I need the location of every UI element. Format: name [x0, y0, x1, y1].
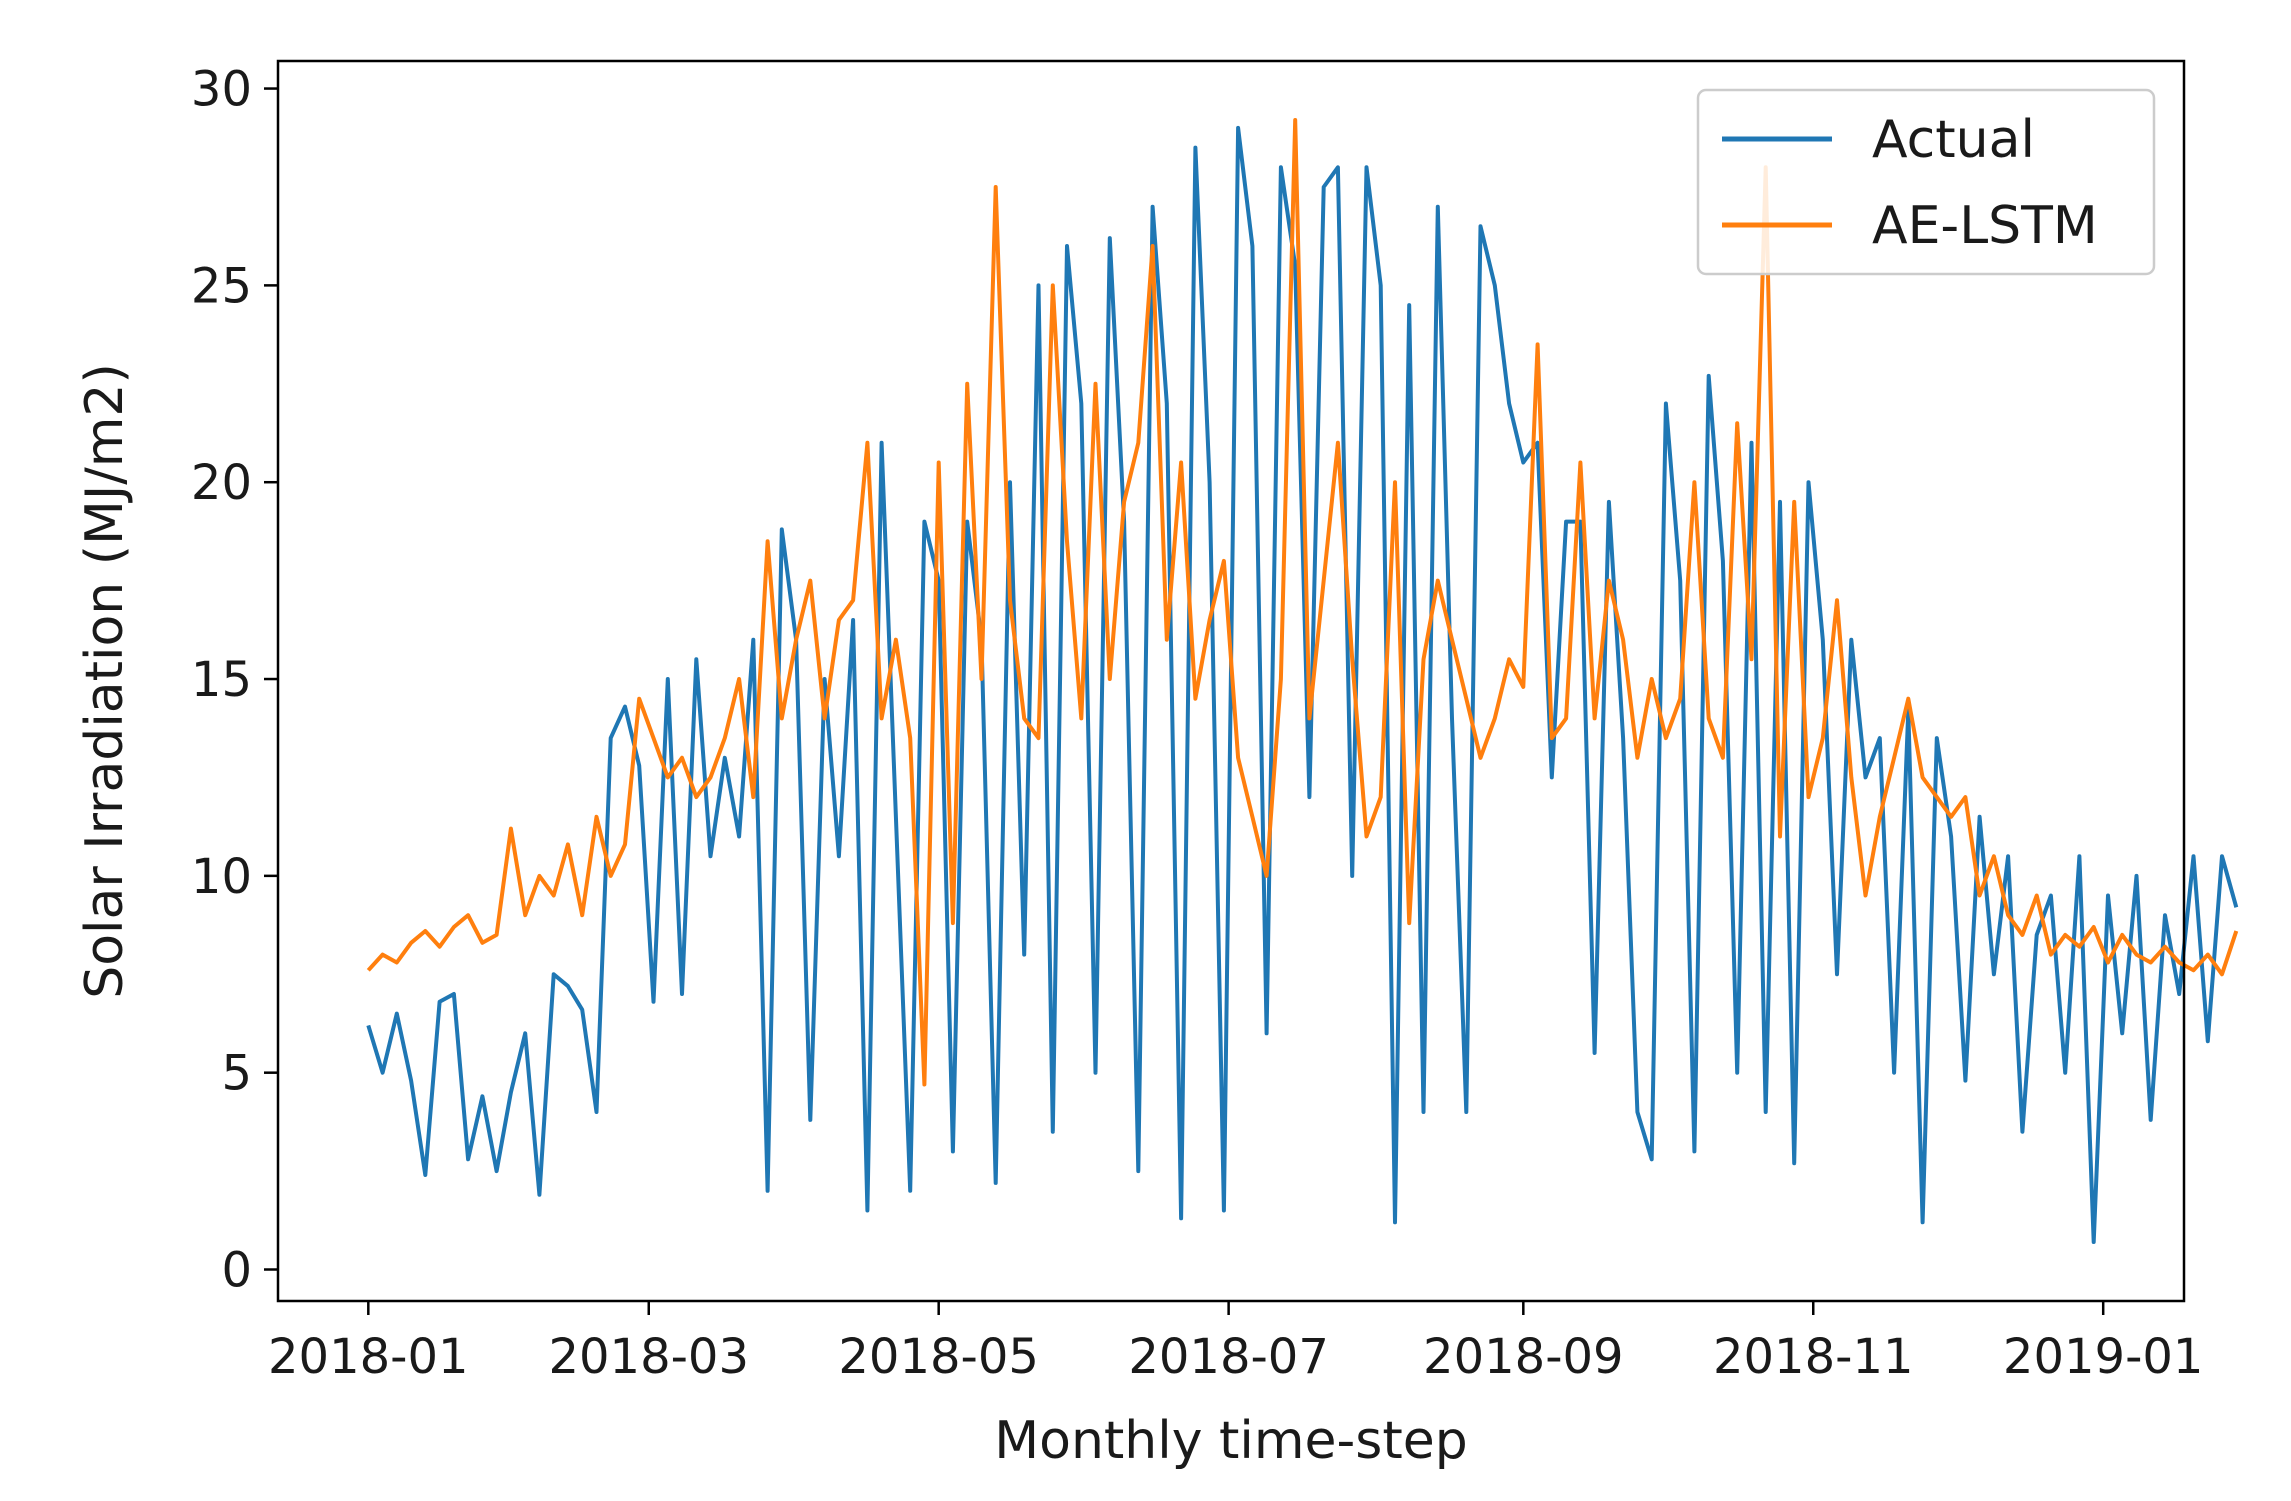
x-axis: 2018-01 2018-03 2018-05 2018-07 2018-09 2018-… [268, 1301, 2203, 1385]
x-tick-label: 2018-05 [838, 1329, 1039, 1385]
y-tick-label: 0 [221, 1243, 252, 1299]
y-tick-label: 5 [221, 1046, 252, 1102]
y-axis-label: Solar Irradiation (MJ/m2) [75, 363, 135, 999]
series-line-actual [366, 125, 2239, 1244]
x-tick-label: 2018-07 [1128, 1329, 1329, 1385]
legend: Actual AE-LSTM [1696, 88, 2156, 276]
y-tick-label: 20 [191, 455, 252, 511]
x-tick-label: 2019-01 [2003, 1329, 2204, 1385]
y-tick-label: 15 [191, 652, 252, 708]
x-tick-label: 2018-09 [1423, 1329, 1624, 1385]
legend-frame [1696, 88, 2156, 276]
x-tick-label: 2018-03 [548, 1329, 749, 1385]
y-tick-label: 30 [191, 62, 252, 118]
y-tick-label: 10 [191, 849, 252, 905]
legend-label-ae-lstm: AE-LSTM [1872, 196, 2098, 256]
legend-label-actual: Actual [1872, 110, 2035, 170]
y-axis: 0 5 10 15 20 25 30 [191, 62, 278, 1299]
y-tick-label: 25 [191, 258, 252, 314]
plot-frame [276, 59, 2186, 1303]
x-axis-label: Monthly time-step [994, 1411, 1467, 1471]
x-tick-label: 2018-01 [268, 1329, 469, 1385]
series-line-ae-lstm [366, 118, 2239, 1087]
plot-lines [366, 118, 2239, 1244]
x-tick-label: 2018-11 [1713, 1329, 1914, 1385]
